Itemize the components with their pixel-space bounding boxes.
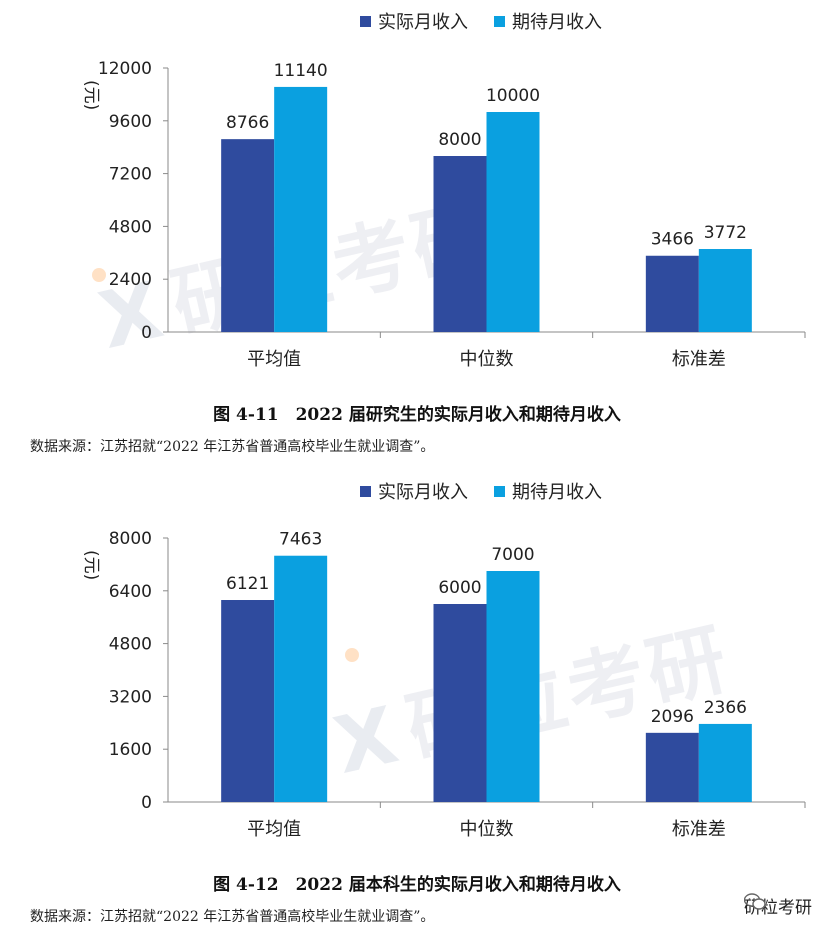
chart-legend: 实际月收入 期待月收入 [360, 478, 628, 504]
bar-expected [698, 249, 752, 332]
watermark-dot [345, 648, 359, 662]
bar-value-label: 6000 [438, 578, 481, 598]
bar-value-label: 10000 [486, 86, 540, 106]
y-tick-label: 7200 [109, 165, 152, 185]
x-tick-label: 中位数 [460, 819, 514, 840]
chart-block-graduate: X研粒考研 实际月收入 期待月收入 0 2400 4800 7200 9600 12000… [30, 8, 806, 455]
bar-chart-undergraduate: 0 1600 3200 4800 6400 8000 (元) 平均值 6121 7463 中位数 60… [81, 529, 806, 840]
legend-swatch-actual [360, 15, 371, 27]
legend-item-expected: 期待月收入 [494, 478, 602, 504]
legend-swatch-expected [494, 15, 505, 27]
bar-value-label: 11140 [274, 61, 328, 81]
y-tick-label: 1600 [109, 740, 152, 760]
bar-actual [645, 255, 699, 332]
y-axis-unit-label: (元) [81, 550, 101, 580]
y-tick-label: 3200 [109, 687, 152, 707]
chart-legend: 实际月收入 期待月收入 [360, 8, 628, 34]
x-tick-label: 平均值 [247, 819, 301, 840]
legend-label-expected: 期待月收入 [512, 12, 602, 33]
bar-value-label: 2366 [704, 698, 747, 718]
bar-expected [274, 555, 328, 802]
bar-value-label: 2096 [651, 707, 694, 727]
y-tick-label: 9600 [109, 112, 152, 132]
data-source-note: 数据来源：江苏招就“2022 年江苏省普通高校毕业生就业调查”。 [30, 439, 435, 455]
bar-actual [221, 600, 275, 802]
bar-actual [221, 139, 275, 332]
bar-actual [645, 732, 699, 802]
bar-value-label: 3772 [704, 223, 747, 243]
x-tick-label: 标准差 [672, 349, 726, 370]
chart-block-undergraduate: X研粒考研 实际月收入 期待月收入 0 1600 3200 4800 6400 8000(… [0, 470, 834, 940]
bar-chart-graduate: 0 2400 4800 7200 9600 12000(元) 平均值 8766 11140 中位数… [81, 59, 806, 370]
y-tick-label: 8000 [109, 529, 152, 549]
y-axis-unit-label: (元) [81, 80, 101, 110]
figure-caption: 图 4-11 2022 届研究生的实际月收入和期待月收入 [213, 405, 621, 425]
bar-value-label: 8766 [226, 113, 269, 133]
x-tick-label: 平均值 [247, 349, 301, 370]
bar-expected [274, 86, 328, 332]
bar-expected [486, 571, 540, 802]
legend-item-expected: 期待月收入 [494, 8, 602, 34]
bar-value-label: 6121 [226, 574, 269, 594]
legend-swatch-actual [360, 485, 371, 497]
x-tick-label: 中位数 [460, 349, 514, 370]
wechat-icon [744, 893, 766, 910]
legend-item-actual: 实际月收入 [360, 8, 468, 34]
bar-expected [486, 112, 540, 332]
legend-swatch-expected [494, 485, 505, 497]
bar-expected [698, 723, 752, 802]
legend-item-actual: 实际月收入 [360, 478, 468, 504]
figure-caption: 图 4-12 2022 届本科生的实际月收入和期待月收入 [213, 875, 621, 895]
bar-actual [433, 156, 487, 332]
y-tick-label: 4800 [109, 217, 152, 237]
y-tick-label: 6400 [109, 582, 152, 602]
y-tick-label: 12000 [98, 59, 152, 79]
watermark-dot [92, 268, 106, 282]
legend-label-expected: 期待月收入 [512, 482, 602, 503]
brand-badge: 研粒考研 [744, 893, 812, 918]
y-tick-label: 0 [141, 323, 152, 343]
legend-label-actual: 实际月收入 [378, 12, 468, 33]
bar-value-label: 7463 [279, 530, 322, 550]
x-tick-label: 标准差 [672, 819, 726, 840]
data-source-note: 数据来源：江苏招就“2022 年江苏省普通高校毕业生就业调查”。 [30, 909, 435, 925]
bar-value-label: 7000 [491, 545, 534, 565]
legend-label-actual: 实际月收入 [378, 482, 468, 503]
y-tick-label: 2400 [109, 270, 152, 290]
bar-value-label: 8000 [438, 130, 481, 150]
y-tick-label: 4800 [109, 635, 152, 655]
bar-actual [433, 604, 487, 802]
bar-value-label: 3466 [651, 230, 694, 250]
y-tick-label: 0 [141, 793, 152, 813]
